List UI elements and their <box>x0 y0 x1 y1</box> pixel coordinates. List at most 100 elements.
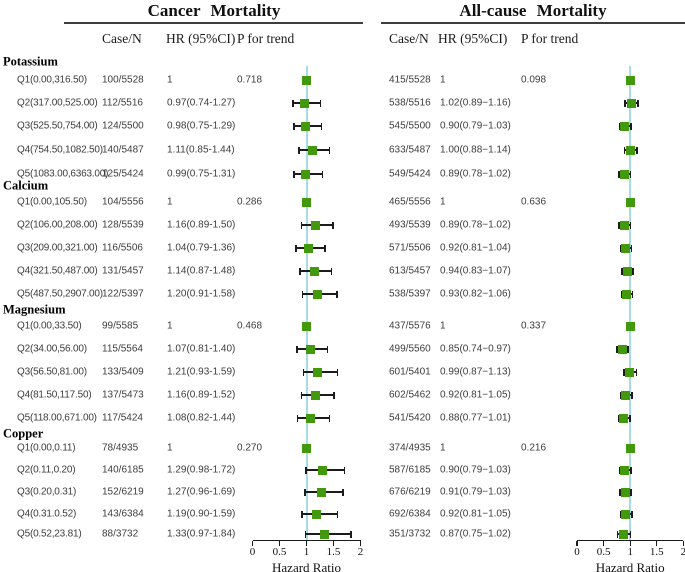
ci-cap-left <box>300 391 303 399</box>
case-n-value: 549/5424 <box>389 168 431 180</box>
col-header-p-trend-cancer: P for trend <box>237 31 295 46</box>
group-label: Calcium <box>3 178 49 193</box>
forest-marker <box>300 98 310 108</box>
hr-ci-value: 1.11(0.85-1.44) <box>167 144 235 156</box>
ci-cap-right <box>629 221 632 229</box>
quintile-label: Q2(0.11,0.20) <box>17 464 76 476</box>
ci-cap-right <box>343 466 346 474</box>
case-n-value: 545/5500 <box>389 120 431 132</box>
x-axis-title: Hazard Ratio <box>595 560 665 572</box>
ci-cap-right <box>326 345 329 353</box>
ci-cap-right <box>332 221 334 229</box>
x-axis <box>577 540 684 542</box>
ci-cap-right <box>631 391 633 399</box>
case-n-value: 541/5420 <box>389 412 431 424</box>
case-n-value: 88/3732 <box>102 528 139 540</box>
hr-ci-value: 1.08(0.82-1.44) <box>167 412 236 424</box>
forest-marker <box>313 367 323 377</box>
x-axis-tick <box>278 541 281 546</box>
hr-ci-value: 1.19(0.90-1.59) <box>167 508 236 520</box>
ci-cap-right <box>629 414 631 422</box>
ci-cap-left <box>619 488 621 496</box>
case-n-value: 140/6185 <box>102 464 144 476</box>
forest-marker <box>625 75 635 85</box>
x-axis-tick <box>251 541 254 546</box>
forest-marker <box>621 243 631 253</box>
quintile-label: Q3(525.50,754.00) <box>17 120 98 132</box>
ci-cap-right <box>330 267 333 275</box>
hr-ci-value: 1 <box>440 442 446 454</box>
ci-cap-left <box>304 530 307 538</box>
hr-ci-value: 0.92(0.81−1.05) <box>440 508 511 520</box>
x-axis-tick-label: 2 <box>357 546 364 558</box>
hr-ci-value: 0.94(0.83−1.07) <box>440 265 511 277</box>
forest-marker <box>619 169 629 179</box>
case-n-value: 115/5564 <box>102 343 143 355</box>
case-n-value: 140/5487 <box>102 144 144 156</box>
quintile-label: Q1(0.00,33.50) <box>17 320 82 332</box>
ci-cap-left <box>616 530 619 538</box>
quintile-label: Q2(317.00,525.00) <box>17 97 98 109</box>
reference-line-hr1 <box>305 66 308 540</box>
forest-marker <box>300 121 310 131</box>
forest-marker <box>310 390 320 400</box>
hr-ci-value: 1 <box>167 320 173 332</box>
case-n-value: 602/5462 <box>389 389 431 401</box>
ci-cap-left <box>617 414 620 422</box>
case-n-value: 601/5401 <box>389 366 431 378</box>
x-axis-tick-label: 0.5 <box>596 546 611 558</box>
hr-ci-value: 0.88(0.77−1.01) <box>440 412 511 424</box>
forest-marker <box>302 443 311 453</box>
forest-marker <box>621 390 631 400</box>
ci-cap-right <box>320 122 323 130</box>
x-axis-tick-label: 0 <box>249 546 256 558</box>
hr-ci-value: 0.93(0.82−1.06) <box>440 288 511 300</box>
quintile-label: Q1(0.00,105.50) <box>17 196 87 208</box>
hr-ci-value: 1.21(0.93-1.59) <box>167 366 236 378</box>
col-header-p-trend-allcause: P for trend <box>521 31 579 46</box>
case-n-value: 571/5506 <box>389 242 431 254</box>
ci-cap-left <box>616 345 618 353</box>
ci-cap-left <box>623 368 625 376</box>
ci-cap-right <box>336 510 339 518</box>
ci-cap-right <box>328 414 331 422</box>
hr-ci-value: 0.87(0.75−1.02) <box>440 528 511 540</box>
forest-marker <box>312 509 322 519</box>
case-n-value: 499/5560 <box>389 343 431 355</box>
x-axis-tick-label: 2 <box>680 546 685 558</box>
ci-cap-right <box>630 488 632 496</box>
x-axis-tick-label: 1.5 <box>326 546 341 558</box>
hr-ci-value: 1.29(0.98-1.72) <box>167 464 236 476</box>
case-n-value: 692/6384 <box>389 508 431 520</box>
p-for-trend-value: 0.468 <box>237 320 263 332</box>
ci-cap-right <box>630 122 632 130</box>
cancer-title-rule <box>64 22 363 24</box>
hr-ci-value: 1 <box>440 320 446 332</box>
x-axis-title: Hazard Ratio <box>272 560 341 572</box>
ci-cap-right <box>324 244 326 252</box>
hr-ci-value: 0.97(0.74-1.27) <box>167 97 236 109</box>
quintile-label: Q4(321.50,487.00) <box>17 265 98 277</box>
hr-ci-value: 0.92(0.81−1.04) <box>440 242 511 254</box>
group-label: Magnesium <box>3 302 66 317</box>
hr-ci-value: 0.85(0.74−0.97) <box>440 343 511 355</box>
hr-ci-value: 1.04(0.79-1.36) <box>167 242 236 254</box>
p-for-trend-value: 0.098 <box>521 74 547 86</box>
forest-marker <box>620 487 630 497</box>
forest-marker <box>301 169 311 179</box>
forest-marker <box>619 413 629 423</box>
ci-cap-left <box>620 510 622 518</box>
ci-cap-right <box>319 99 322 107</box>
case-n-value: 112/5516 <box>102 97 143 109</box>
quintile-label: Q5(0.52,23.81) <box>17 528 82 540</box>
ci-cap-left <box>305 466 307 474</box>
quintile-label: Q4(81.50,117.50) <box>17 389 92 401</box>
case-n-value: 633/5487 <box>389 144 431 156</box>
col-header-case-n-cancer: Case/N <box>102 31 142 46</box>
hr-ci-value: 0.90(0.79−1.03) <box>440 120 511 132</box>
forest-marker <box>304 243 314 253</box>
case-n-value: 100/5528 <box>102 74 144 86</box>
case-n-value: 104/5556 <box>102 196 144 208</box>
p-for-trend-value: 0.270 <box>237 442 263 454</box>
